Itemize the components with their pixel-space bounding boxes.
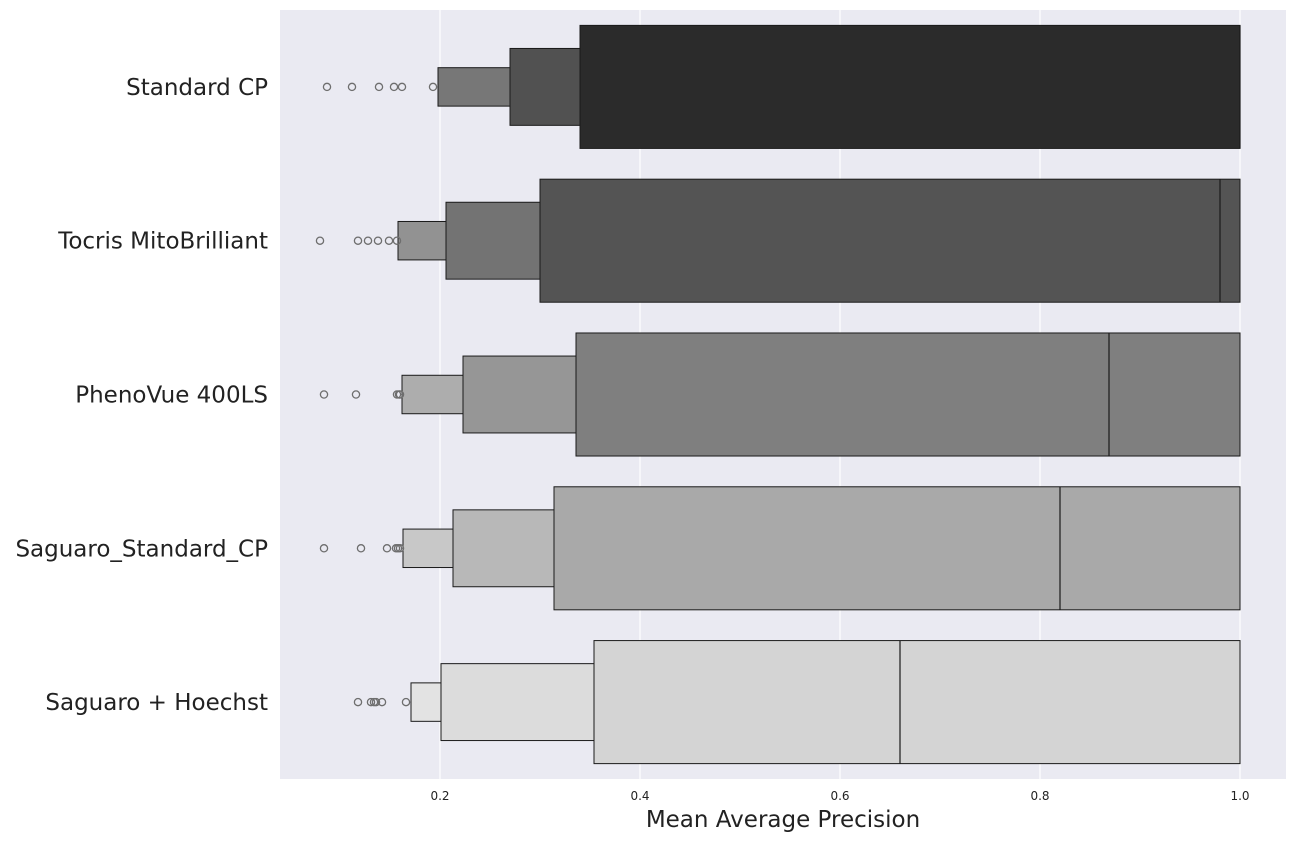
x-tick-label: 0.6 (830, 789, 849, 803)
outlier-point (319, 544, 329, 553)
category-label: Standard CP (126, 75, 268, 101)
boxen-box (539, 178, 1241, 303)
boxen-box (397, 220, 447, 261)
x-tick-label: 1.0 (1230, 789, 1249, 803)
outlier-point (322, 82, 332, 92)
x-tick-label: 0.8 (1030, 789, 1049, 803)
outlier-point (395, 390, 405, 399)
outlier-point (401, 697, 411, 707)
outlier-point (315, 236, 325, 245)
outlier-point (353, 236, 363, 245)
outlier-point (384, 236, 394, 245)
category-label: Tocris MitoBrilliant (57, 229, 268, 255)
x-tick-label: 0.2 (430, 789, 449, 803)
category-label: Saguaro_Standard_CP (15, 536, 268, 562)
outlier-point (371, 697, 381, 707)
boxen-box (579, 24, 1241, 149)
x-axis-title: Mean Average Precision (646, 807, 920, 833)
boxen-box (452, 509, 555, 588)
x-tick-labels: 0.2 0.4 0.6 0.8 1.0 (430, 789, 1249, 803)
boxen-box (437, 67, 511, 107)
boxen-box (462, 355, 577, 434)
outlier-point (395, 544, 405, 553)
category-labels: Standard CP Tocris MitoBrilliant PhenoVue … (15, 75, 268, 716)
boxen-box (440, 663, 595, 742)
outlier-point (351, 390, 361, 399)
category-label: Saguaro + Hoechst (45, 690, 268, 716)
outlier-point (382, 544, 392, 553)
outlier-point (356, 544, 366, 553)
outlier-point (428, 82, 438, 92)
boxen-box (410, 682, 442, 722)
outlier-point (377, 697, 387, 707)
x-tick-label: 0.4 (630, 789, 649, 803)
outlier-point (347, 82, 357, 92)
boxen-box (401, 374, 464, 415)
boxen-box (553, 486, 1241, 611)
outlier-point (366, 697, 376, 707)
boxen-box (402, 528, 454, 569)
category-label: PhenoVue 400LS (75, 383, 268, 409)
outlier-point (319, 390, 329, 399)
outlier-point (374, 82, 384, 92)
outlier-point (353, 697, 363, 707)
boxen-box (509, 47, 581, 126)
outlier-point (392, 236, 402, 245)
boxen-boxes (397, 24, 1241, 765)
outlier-point (397, 82, 407, 92)
boxen-box (593, 640, 1241, 765)
outlier-points (315, 82, 438, 707)
outlier-point (389, 82, 399, 92)
outlier-point (363, 236, 373, 245)
boxen-box (445, 201, 541, 280)
outlier-point (373, 236, 383, 245)
boxen-box (575, 332, 1241, 457)
